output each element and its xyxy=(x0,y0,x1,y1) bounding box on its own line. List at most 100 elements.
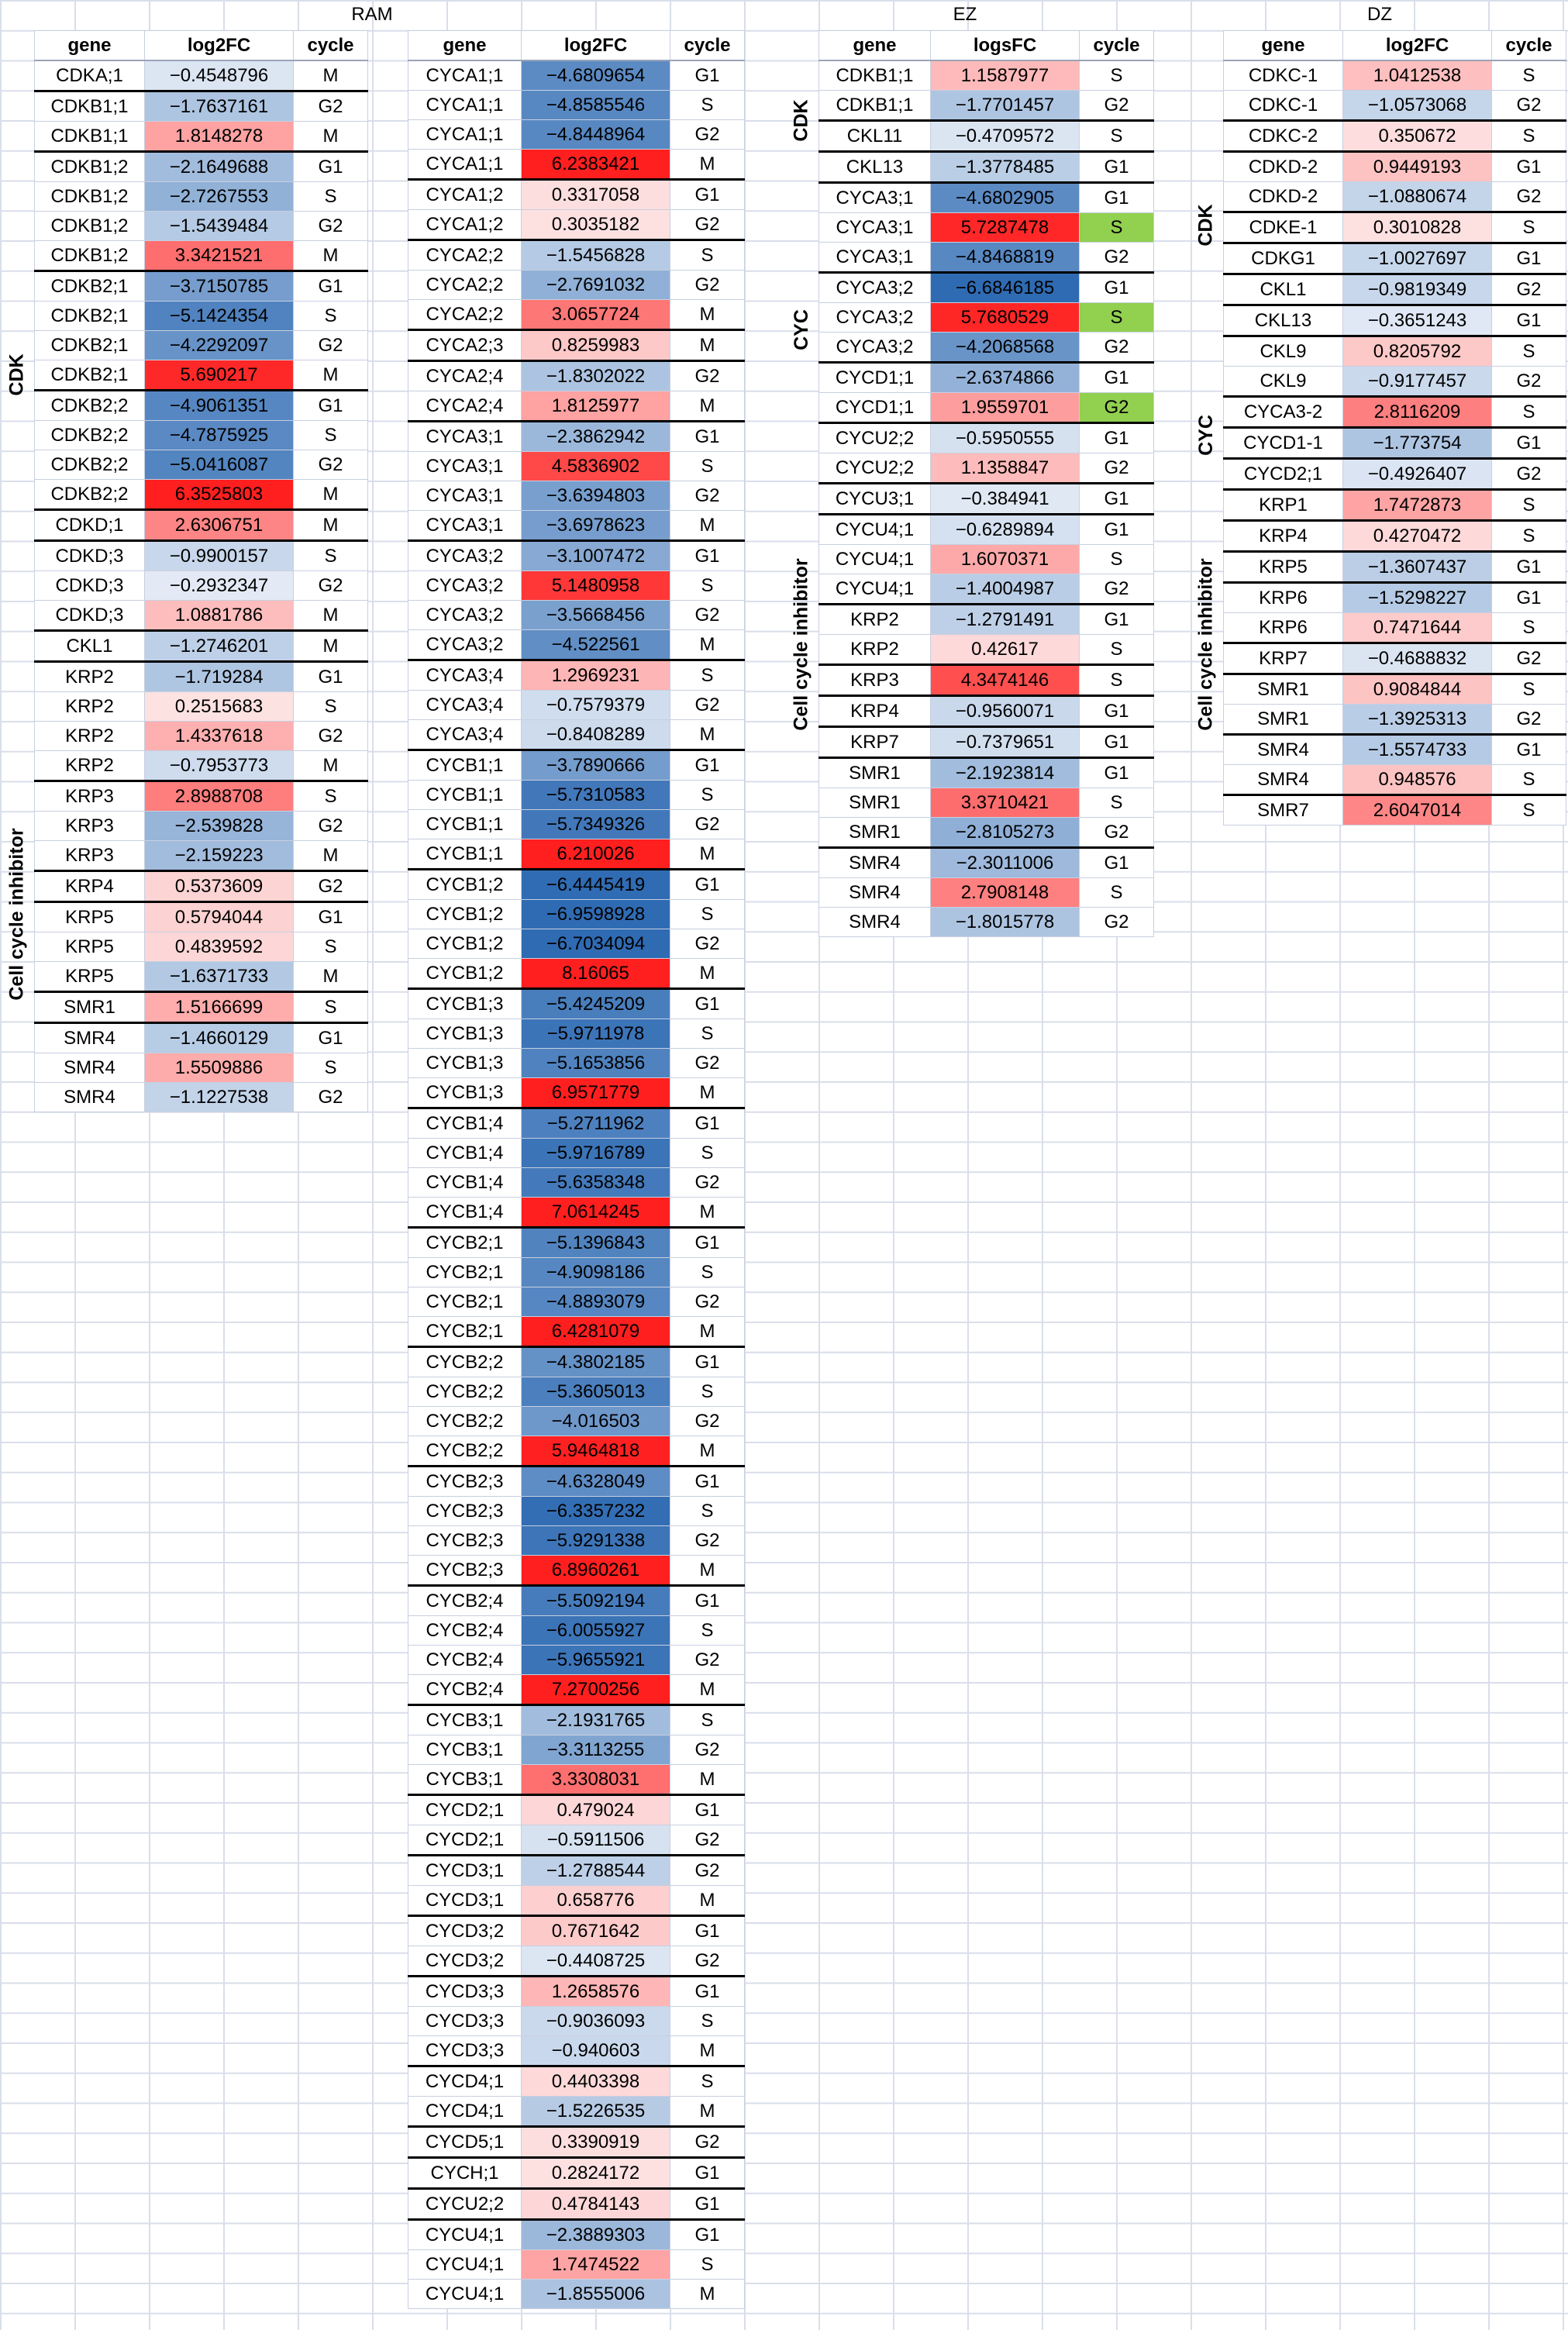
cycle-cell[interactable]: S xyxy=(1491,488,1566,521)
gene-cell[interactable]: CYCA3;2 xyxy=(408,570,522,601)
cycle-cell[interactable]: G2 xyxy=(293,450,368,480)
cycle-cell[interactable]: G2 xyxy=(670,1735,745,1765)
cycle-cell[interactable]: G1 xyxy=(670,987,745,1019)
log2fc-cell[interactable]: −1.8015778 xyxy=(930,907,1080,937)
gene-cell[interactable]: KRP5 xyxy=(1223,550,1343,583)
gene-cell[interactable]: CYCD4;1 xyxy=(408,2065,522,2097)
gene-cell[interactable]: CYCB1;1 xyxy=(408,780,522,810)
cycle-cell[interactable]: G1 xyxy=(293,389,368,421)
log2fc-cell[interactable]: −0.2932347 xyxy=(144,570,294,601)
log2fc-cell[interactable]: −3.7150785 xyxy=(144,270,294,302)
cycle-cell[interactable]: G2 xyxy=(1079,242,1154,273)
log2fc-cell[interactable]: −1.1227538 xyxy=(144,1082,294,1112)
cycle-cell[interactable]: G1 xyxy=(1491,304,1566,336)
log2fc-cell[interactable]: −0.4709572 xyxy=(930,119,1080,152)
gene-cell[interactable]: CDKB2;1 xyxy=(34,301,145,331)
gene-cell[interactable]: CYCU2;2 xyxy=(408,2187,522,2220)
cycle-cell[interactable]: G2 xyxy=(1491,181,1566,212)
log2fc-cell[interactable]: −1.3925313 xyxy=(1342,704,1492,735)
gene-cell[interactable]: CYCD1;1 xyxy=(818,392,931,423)
gene-cell[interactable]: SMR4 xyxy=(818,907,931,937)
log2fc-cell[interactable]: 0.2824172 xyxy=(521,2156,670,2189)
log2fc-cell[interactable]: 0.4403398 xyxy=(521,2065,670,2097)
cycle-cell[interactable]: G2 xyxy=(670,1167,745,1198)
gene-cell[interactable]: SMR1 xyxy=(1223,704,1343,735)
log2fc-cell[interactable]: −4.9098186 xyxy=(521,1257,670,1287)
gene-cell[interactable]: CDKB2;1 xyxy=(34,270,145,302)
cycle-cell[interactable]: G1 xyxy=(1491,242,1566,274)
log2fc-cell[interactable]: −1.5574733 xyxy=(1342,733,1492,765)
log2fc-cell[interactable]: −5.1396843 xyxy=(521,1226,670,1258)
log2fc-cell[interactable]: −5.7310583 xyxy=(521,780,670,810)
cycle-cell[interactable]: G1 xyxy=(293,150,368,182)
gene-cell[interactable]: KRP7 xyxy=(818,726,931,758)
log2fc-cell[interactable]: 2.8988708 xyxy=(144,780,294,812)
log2fc-cell[interactable]: −4.522561 xyxy=(521,629,670,660)
log2fc-cell[interactable]: 1.5509886 xyxy=(144,1053,294,1083)
log2fc-cell[interactable]: 1.5166699 xyxy=(144,991,294,1023)
log2fc-cell[interactable]: 5.690217 xyxy=(144,360,294,391)
cycle-cell[interactable]: S xyxy=(1491,764,1566,795)
cycle-cell[interactable]: G1 xyxy=(1079,726,1154,758)
cycle-cell[interactable]: G1 xyxy=(1491,581,1566,613)
gene-cell[interactable]: KRP2 xyxy=(34,750,145,781)
cycle-cell[interactable]: M xyxy=(670,299,745,330)
log2fc-cell[interactable]: 0.3317058 xyxy=(521,178,670,210)
cycle-cell[interactable]: G2 xyxy=(670,929,745,959)
gene-cell[interactable]: CYCA3;1 xyxy=(818,212,931,243)
gene-cell[interactable]: CYCD2;1 xyxy=(408,1825,522,1856)
gene-cell[interactable]: CDKD;3 xyxy=(34,600,145,631)
log2fc-cell[interactable]: −2.1931765 xyxy=(521,1704,670,1735)
log2fc-cell[interactable]: −2.6374866 xyxy=(930,361,1080,393)
log2fc-cell[interactable]: −2.3011006 xyxy=(930,846,1080,878)
cycle-cell[interactable]: S xyxy=(1491,60,1566,91)
log2fc-cell[interactable]: 3.0657724 xyxy=(521,299,670,330)
log2fc-cell[interactable]: −6.0055927 xyxy=(521,1615,670,1646)
log2fc-cell[interactable]: −4.2068568 xyxy=(930,332,1080,363)
cycle-cell[interactable]: M xyxy=(293,750,368,781)
cycle-cell[interactable]: S xyxy=(1079,877,1154,908)
cycle-cell[interactable]: S xyxy=(1079,634,1154,665)
cycle-cell[interactable]: G2 xyxy=(1491,90,1566,121)
log2fc-cell[interactable]: −1.5456828 xyxy=(521,239,670,271)
cycle-cell[interactable]: M xyxy=(670,839,745,870)
cycle-cell[interactable]: G2 xyxy=(293,1082,368,1112)
log2fc-cell[interactable]: −2.3862942 xyxy=(521,420,670,452)
gene-cell[interactable]: CDKB2;2 xyxy=(34,479,145,510)
log2fc-cell[interactable]: −5.6358348 xyxy=(521,1167,670,1198)
cycle-cell[interactable]: G1 xyxy=(670,539,745,571)
cycle-cell[interactable]: G2 xyxy=(670,1287,745,1317)
gene-cell[interactable]: CYCA1;2 xyxy=(408,209,522,240)
cycle-cell[interactable]: M xyxy=(293,240,368,271)
log2fc-cell[interactable]: 1.2658576 xyxy=(521,1975,670,2007)
cycle-cell[interactable]: S xyxy=(1491,395,1566,428)
log2fc-cell[interactable]: −3.6978623 xyxy=(521,510,670,541)
cycle-cell[interactable]: G1 xyxy=(1079,482,1154,515)
log2fc-cell[interactable]: −1.7637161 xyxy=(144,90,294,122)
log2fc-cell[interactable]: 0.3035182 xyxy=(521,209,670,240)
log2fc-cell[interactable]: −5.0416087 xyxy=(144,450,294,480)
cycle-cell[interactable]: G2 xyxy=(670,119,745,150)
gene-cell[interactable]: CYCB1;3 xyxy=(408,987,522,1019)
gene-cell[interactable]: CDKB1;1 xyxy=(34,121,145,152)
log2fc-cell[interactable]: −1.2791491 xyxy=(930,603,1080,635)
log2fc-cell[interactable]: −2.7691032 xyxy=(521,270,670,300)
log2fc-cell[interactable]: −0.7379651 xyxy=(930,726,1080,758)
log2fc-cell[interactable]: −1.4660129 xyxy=(144,1022,294,1053)
cycle-cell[interactable]: S xyxy=(670,570,745,601)
gene-cell[interactable]: CYCB1;4 xyxy=(408,1167,522,1198)
log2fc-cell[interactable]: 6.210026 xyxy=(521,839,670,870)
log2fc-cell[interactable]: −0.940603 xyxy=(521,2035,670,2066)
log2fc-cell[interactable]: −5.9291338 xyxy=(521,1525,670,1556)
gene-cell[interactable]: CKL1 xyxy=(34,629,145,662)
gene-cell[interactable]: CYCA3;2 xyxy=(818,332,931,363)
cycle-cell[interactable]: S xyxy=(293,691,368,722)
gene-cell[interactable]: CYCB3;1 xyxy=(408,1704,522,1735)
log2fc-cell[interactable]: 5.7287478 xyxy=(930,212,1080,243)
gene-cell[interactable]: KRP2 xyxy=(34,660,145,692)
cycle-cell[interactable]: S xyxy=(1079,788,1154,818)
gene-cell[interactable]: CYCA2;3 xyxy=(408,329,522,361)
gene-cell[interactable]: CYCA3;1 xyxy=(818,181,931,213)
log2fc-cell[interactable]: −1.3607437 xyxy=(1342,550,1492,583)
log2fc-cell[interactable]: −3.6394803 xyxy=(521,481,670,511)
